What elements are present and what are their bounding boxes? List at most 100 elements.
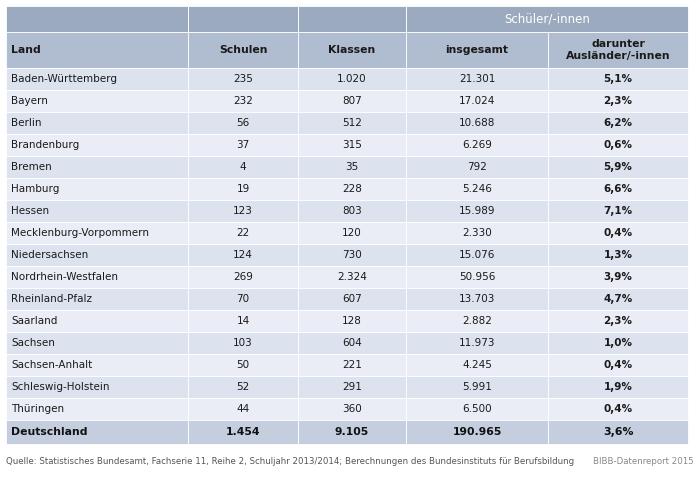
Bar: [298, 134, 406, 156]
Bar: [298, 222, 406, 244]
Text: Brandenburg: Brandenburg: [11, 140, 79, 150]
Text: 44: 44: [237, 404, 250, 414]
Text: 14: 14: [237, 316, 250, 326]
Bar: [298, 32, 406, 68]
Text: 3,6%: 3,6%: [603, 427, 634, 437]
Text: Hamburg: Hamburg: [11, 184, 60, 194]
Text: 803: 803: [342, 206, 362, 216]
Bar: [6, 288, 188, 310]
Text: 3,9%: 3,9%: [603, 272, 632, 282]
Bar: [188, 32, 298, 68]
Text: 221: 221: [342, 360, 362, 370]
Bar: [6, 112, 188, 134]
Text: 0,6%: 0,6%: [603, 140, 633, 150]
Bar: [6, 310, 188, 332]
Text: 2.324: 2.324: [337, 272, 367, 282]
Bar: [406, 288, 548, 310]
Text: Deutschland: Deutschland: [11, 427, 88, 437]
Bar: [298, 266, 406, 288]
Bar: [188, 90, 298, 112]
Bar: [298, 288, 406, 310]
Bar: [548, 266, 688, 288]
Text: darunter
Ausländer/-innen: darunter Ausländer/-innen: [566, 39, 671, 61]
Bar: [6, 32, 188, 68]
Bar: [548, 244, 688, 266]
Text: Rheinland-Pfalz: Rheinland-Pfalz: [11, 294, 92, 304]
Bar: [548, 32, 688, 68]
Bar: [298, 6, 406, 32]
Bar: [548, 420, 688, 444]
Text: 6,2%: 6,2%: [603, 118, 633, 128]
Bar: [406, 398, 548, 420]
Text: 512: 512: [342, 118, 362, 128]
Bar: [406, 112, 548, 134]
Bar: [548, 288, 688, 310]
Bar: [188, 266, 298, 288]
Bar: [548, 90, 688, 112]
Text: 1,0%: 1,0%: [603, 338, 633, 348]
Bar: [188, 398, 298, 420]
Bar: [406, 222, 548, 244]
Text: 50.956: 50.956: [458, 272, 495, 282]
Bar: [188, 112, 298, 134]
Text: Nordrhein-Westfalen: Nordrhein-Westfalen: [11, 272, 118, 282]
Bar: [406, 32, 548, 68]
Bar: [188, 6, 298, 32]
Text: 70: 70: [237, 294, 250, 304]
Text: 1,3%: 1,3%: [603, 250, 633, 260]
Text: Klassen: Klassen: [328, 45, 376, 55]
Bar: [6, 6, 188, 32]
Text: 0,4%: 0,4%: [603, 228, 633, 238]
Text: 35: 35: [345, 162, 358, 172]
Bar: [406, 156, 548, 178]
Bar: [406, 178, 548, 200]
Bar: [6, 222, 188, 244]
Text: Schleswig-Holstein: Schleswig-Holstein: [11, 382, 109, 392]
Text: Thüringen: Thüringen: [11, 404, 64, 414]
Bar: [188, 68, 298, 90]
Bar: [406, 310, 548, 332]
Bar: [188, 156, 298, 178]
Bar: [6, 178, 188, 200]
Bar: [406, 68, 548, 90]
Text: 5,1%: 5,1%: [603, 74, 633, 84]
Text: 56: 56: [237, 118, 250, 128]
Text: 9.105: 9.105: [335, 427, 369, 437]
Bar: [6, 90, 188, 112]
Bar: [188, 134, 298, 156]
Text: 232: 232: [233, 96, 253, 106]
Text: 315: 315: [342, 140, 362, 150]
Text: 15.076: 15.076: [458, 250, 495, 260]
Bar: [6, 420, 188, 444]
Bar: [298, 244, 406, 266]
Bar: [548, 68, 688, 90]
Bar: [188, 222, 298, 244]
Text: 807: 807: [342, 96, 362, 106]
Text: 190.965: 190.965: [452, 427, 502, 437]
Text: 2.882: 2.882: [462, 316, 492, 326]
Bar: [548, 178, 688, 200]
Text: 5,9%: 5,9%: [603, 162, 632, 172]
Bar: [188, 420, 298, 444]
Text: 2,3%: 2,3%: [603, 96, 633, 106]
Bar: [406, 376, 548, 398]
Text: Bayern: Bayern: [11, 96, 48, 106]
Bar: [548, 310, 688, 332]
Bar: [6, 244, 188, 266]
Text: 4: 4: [239, 162, 246, 172]
Text: 5.991: 5.991: [462, 382, 492, 392]
Text: 10.688: 10.688: [458, 118, 495, 128]
Bar: [6, 398, 188, 420]
Bar: [188, 244, 298, 266]
Bar: [298, 178, 406, 200]
Text: 7,1%: 7,1%: [603, 206, 633, 216]
Bar: [298, 156, 406, 178]
Bar: [298, 68, 406, 90]
Bar: [298, 398, 406, 420]
Bar: [548, 354, 688, 376]
Bar: [406, 90, 548, 112]
Text: 123: 123: [233, 206, 253, 216]
Bar: [298, 354, 406, 376]
Text: 0,4%: 0,4%: [603, 360, 633, 370]
Text: 607: 607: [342, 294, 362, 304]
